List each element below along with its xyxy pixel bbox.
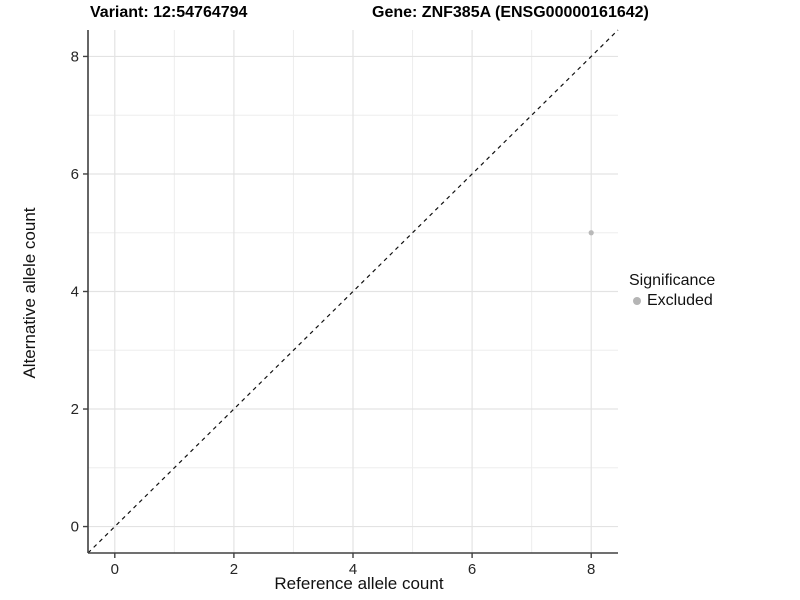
y-tick-label: 4 (71, 284, 79, 301)
x-tick-label: 6 (468, 561, 476, 578)
plot-title-variant: Variant: 12:54764794 (90, 4, 248, 21)
x-tick-label: 0 (111, 561, 119, 578)
x-tick-label: 2 (230, 561, 238, 578)
x-tick-label: 4 (349, 561, 357, 578)
y-tick-label: 0 (71, 519, 79, 536)
y-axis-label: Alternative allele count (20, 207, 39, 379)
y-tick-label: 8 (71, 48, 79, 65)
y-tick-label: 2 (71, 401, 79, 418)
legend-point-icon (633, 297, 641, 305)
legend-item-label: Excluded (647, 292, 713, 309)
y-tick-label: 6 (71, 166, 79, 183)
data-point (588, 230, 594, 236)
legend-item-excluded: Excluded (629, 292, 715, 310)
plot-title-gene: Gene: ZNF385A (ENSG00000161642) (372, 4, 649, 21)
legend: Significance Excluded (629, 272, 715, 310)
x-axis-label: Reference allele count (274, 574, 444, 593)
legend-title: Significance (629, 272, 716, 289)
x-tick-label: 8 (587, 561, 595, 578)
